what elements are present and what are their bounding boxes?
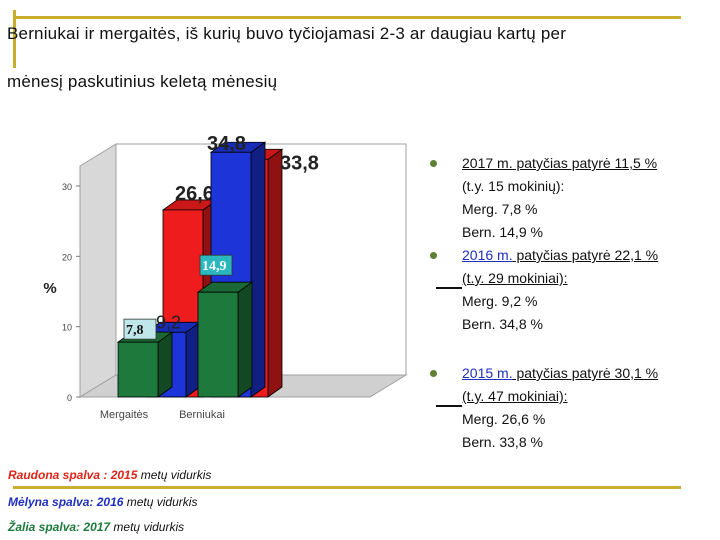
data-label: 34,8 (207, 133, 246, 155)
y-tick-label: 0 (67, 393, 72, 403)
bar-side (157, 331, 173, 398)
y-tick-label: 10 (62, 323, 72, 333)
slide-title-line-1: Berniukai ir mergaitės, iš kurių buvo ty… (7, 24, 567, 43)
bar-side (250, 141, 266, 398)
bullet-2-head: 2016 m. patyčias patyrė 22,1 % (462, 247, 658, 263)
slide-title-line-2: mėnesį paskutinius keletą mėnesių (7, 72, 278, 91)
bullet-1-head: 2017 m. patyčias patyrė 11,5 % (462, 155, 657, 171)
x-category-label: Mergaitės (100, 409, 149, 421)
bullet-3-line-1: (t.y. 47 mokiniai): (462, 388, 568, 404)
legend-note-green: Žalia spalva: 2017 metų vidurkis (8, 520, 184, 534)
underline-rule (436, 287, 462, 289)
decor-top-line (13, 16, 681, 19)
legend-note-green-rest: metų vidurkis (110, 520, 185, 534)
legend-note-red-year: 2015 (110, 468, 138, 482)
bullet-3-head: 2015 m. patyčias patyrė 30,1 % (462, 365, 658, 381)
bullet-2-line-3: Bern. 34,8 % (462, 316, 543, 332)
bullet-3-year: 2015 m. (462, 365, 513, 381)
data-label: 7,8 (126, 323, 144, 338)
legend-note-green-label: Žalia spalva: (8, 520, 81, 534)
chart-side-wall (79, 143, 117, 398)
bullet-1-line-1: (t.y. 15 mokinių): (462, 178, 565, 194)
legend-note-red: Raudona spalva : 2015 metų vidurkis (8, 468, 211, 482)
bullet-3-line-2: Merg. 26,6 % (462, 411, 546, 427)
bullet-1-line-2: Merg. 7,8 % (462, 201, 538, 217)
y-tick-label: 30 (62, 182, 72, 192)
bar (117, 341, 159, 398)
legend-note-green-year: 2017 (83, 520, 111, 534)
underline-rule (436, 405, 462, 407)
bullet-2-text: patyčias patyrė 22,1 % (512, 247, 659, 263)
bullet-1-year: 2017 m. (462, 155, 513, 171)
bullet-dot (430, 252, 437, 259)
legend-note-red-rest: metų vidurkis (137, 468, 212, 482)
bar (197, 291, 239, 398)
bullet-dot (430, 160, 437, 167)
data-label: 14,9 (202, 259, 227, 274)
legend-note-blue: Mėlyna spalva: 2016 metų vidurkis (8, 495, 197, 509)
data-label: 26,6 (175, 183, 214, 205)
bullet-2-line-1: (t.y. 29 mokiniai): (462, 270, 568, 286)
legend-note-red-label: Raudona spalva : (8, 468, 108, 482)
data-label-box (123, 318, 157, 340)
x-category-label: Berniukai (179, 409, 225, 421)
bullet-3-line-3: Bern. 33,8 % (462, 434, 543, 450)
data-label: 33,8 (280, 152, 319, 174)
y-axis-label: % (43, 280, 56, 297)
bullet-3-text: patyčias patyrė 30,1 % (512, 365, 659, 381)
bar-chart: 0 10 20 30% Mergaitės Berniukai 26,6 33,8 9,2 34,… (43, 133, 408, 421)
decor-bottom-line (13, 486, 681, 489)
bar-side (267, 148, 283, 398)
y-tick-label: 20 (62, 252, 72, 262)
bullet-2-year: 2016 m. (462, 247, 513, 263)
bullet-1-line-3: Bern. 14,9 % (462, 224, 543, 240)
bullet-2-line-2: Merg. 9,2 % (462, 293, 538, 309)
legend-note-blue-rest: metų vidurkis (123, 495, 198, 509)
bar-side (237, 281, 253, 398)
data-label: 9,2 (156, 312, 181, 332)
bullet-dot (430, 370, 437, 377)
bullet-1-text: patyčias patyrė 11,5 % (512, 155, 658, 171)
legend-note-blue-label: Mėlyna spalva: (8, 495, 94, 509)
decor-vertical-line (13, 10, 16, 68)
data-label-box (199, 254, 233, 276)
legend-note-blue-year: 2016 (96, 495, 124, 509)
